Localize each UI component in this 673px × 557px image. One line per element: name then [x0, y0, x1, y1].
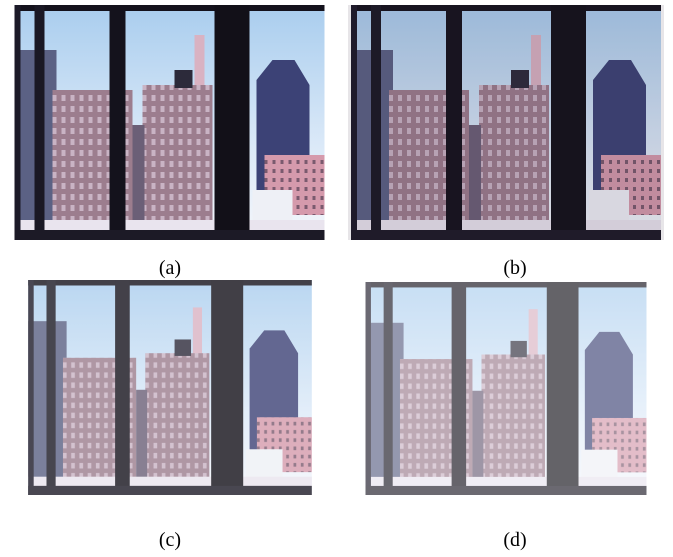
caption: (d) [503, 529, 526, 551]
image-c [14, 280, 326, 495]
image-d [348, 282, 664, 495]
figure: (a) (b) (c) (d) [0, 0, 673, 552]
caption: (b) [503, 257, 526, 279]
image-b [348, 5, 664, 240]
caption: (c) [159, 529, 181, 551]
caption: (a) [159, 257, 181, 279]
image-a [15, 5, 325, 240]
page: (a) (b) (c) (d) (() => { const data = JS… [0, 0, 673, 552]
